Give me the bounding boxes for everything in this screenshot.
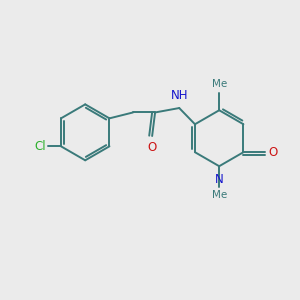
Text: Me: Me [212,79,227,89]
Text: O: O [269,146,278,159]
Text: N: N [215,173,224,186]
Text: NH: NH [171,88,189,102]
Text: Me: Me [212,190,227,200]
Text: O: O [147,141,156,154]
Text: Cl: Cl [35,140,46,153]
